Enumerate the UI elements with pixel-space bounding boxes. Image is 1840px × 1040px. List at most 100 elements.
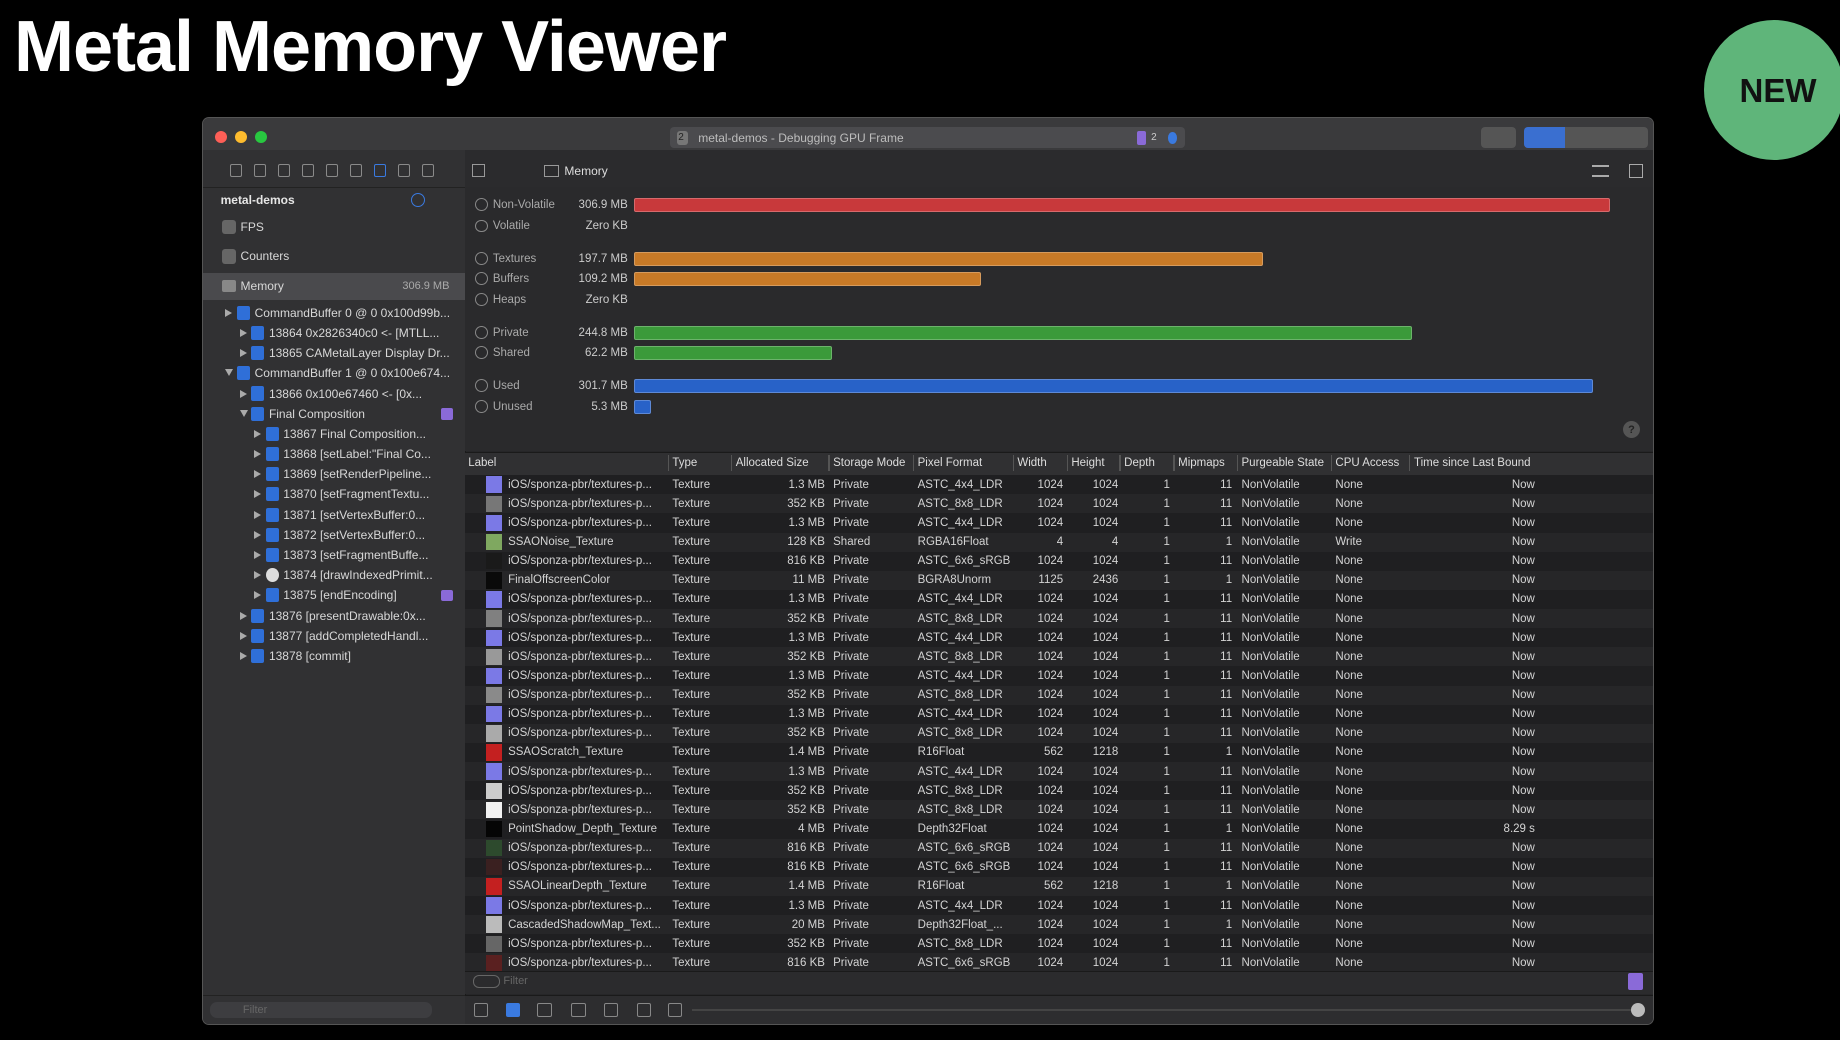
debug-button[interactable]: [637, 1002, 652, 1017]
tree-item[interactable]: 13868 [setLabel:"Final Co...: [283, 447, 431, 462]
table-row[interactable]: [464, 609, 1653, 629]
add-button[interactable]: [1480, 127, 1517, 149]
tree-item[interactable]: 13867 Final Composition...: [283, 426, 426, 441]
tree-item[interactable]: 13875 [endEncoding]: [283, 588, 397, 603]
table-row[interactable]: [464, 628, 1653, 648]
inspector-toggle[interactable]: [1628, 163, 1643, 178]
column-header[interactable]: Height: [1071, 457, 1105, 469]
table-cell: 11: [1220, 631, 1233, 644]
sidebar-item[interactable]: Counters: [240, 249, 290, 264]
column-header[interactable]: Depth: [1124, 457, 1155, 469]
table-row[interactable]: [464, 742, 1653, 763]
debug-button[interactable]: [505, 1002, 520, 1017]
tree-item[interactable]: 13873 [setFragmentBuffe...: [283, 548, 429, 562]
tree-item[interactable]: 13874 [drawIndexedPrimit...: [283, 568, 433, 583]
debug-button[interactable]: [474, 1002, 489, 1017]
table-row[interactable]: [464, 532, 1653, 552]
column-header[interactable]: Width: [1017, 457, 1047, 469]
column-header[interactable]: Type: [672, 457, 698, 469]
table-row[interactable]: [464, 570, 1653, 590]
navigator-icon[interactable]: [374, 163, 387, 177]
filter-icon[interactable]: [475, 198, 489, 212]
navigator-icon[interactable]: [302, 163, 314, 177]
column-header[interactable]: CPU Access: [1335, 457, 1400, 469]
table-row[interactable]: [464, 494, 1653, 514]
tree-item[interactable]: 13865 CAMetalLayer Display Dr...: [268, 346, 450, 361]
table-row[interactable]: [464, 475, 1653, 495]
tree-item[interactable]: 13870 [setFragmentTextu...: [283, 487, 430, 502]
navigator-icon[interactable]: [278, 163, 290, 177]
table-cell: Private: [833, 516, 869, 529]
window-button[interactable]: [234, 130, 247, 143]
navigator-icon[interactable]: [422, 163, 435, 177]
table-row[interactable]: [464, 876, 1653, 896]
window-button[interactable]: [214, 130, 227, 143]
filter-icon[interactable]: [475, 293, 489, 307]
table-row[interactable]: [464, 723, 1653, 743]
column-header[interactable]: Storage Mode: [833, 457, 906, 469]
table-row[interactable]: [464, 819, 1653, 839]
tree-item[interactable]: 13878 [commit]: [268, 648, 351, 663]
texture-thumbnail: [485, 859, 503, 876]
table-row[interactable]: [464, 934, 1653, 954]
tree-item[interactable]: 13871 [setVertexBuffer:0...: [283, 507, 426, 522]
tree-item[interactable]: 13876 [presentDrawable:0x...: [268, 608, 426, 623]
project-name[interactable]: metal-demos: [220, 193, 295, 208]
tree-item[interactable]: 13872 [setVertexBuffer:0...: [283, 527, 426, 542]
table-cell: Private: [833, 669, 869, 682]
navigator-icon[interactable]: [229, 163, 242, 177]
tree-item[interactable]: 13877 [addCompletedHandl...: [268, 628, 429, 643]
debug-button[interactable]: [571, 1002, 586, 1017]
tree-item[interactable]: 13866 0x100e67460 <- [0x...: [268, 386, 423, 401]
editor-options[interactable]: [1592, 164, 1609, 177]
table-row[interactable]: [464, 915, 1653, 935]
navigator-icon[interactable]: [398, 163, 411, 177]
table-row[interactable]: [464, 838, 1653, 858]
tree-item[interactable]: 13869 [setRenderPipeline...: [283, 467, 432, 482]
table-row[interactable]: [464, 589, 1653, 610]
table-row[interactable]: [464, 857, 1653, 877]
table-row[interactable]: [464, 704, 1653, 724]
table-row[interactable]: [464, 953, 1653, 973]
navigator-icon[interactable]: [254, 163, 266, 177]
column-header[interactable]: Purgeable State: [1241, 457, 1324, 469]
filter-icon[interactable]: [475, 252, 489, 266]
tree-item[interactable]: CommandBuffer 1 @ 0 0x100e674...: [254, 366, 451, 381]
table-row[interactable]: [464, 551, 1653, 571]
debug-button[interactable]: [667, 1002, 682, 1017]
column-header[interactable]: Label: [468, 457, 497, 469]
sidebar-item[interactable]: FPS: [240, 220, 264, 235]
table-row[interactable]: [464, 647, 1653, 667]
table-row[interactable]: [464, 781, 1653, 801]
debug-button[interactable]: [604, 1002, 619, 1017]
navigator-icon[interactable]: [326, 163, 338, 177]
memory-bar-value: 301.7 MB: [578, 379, 628, 392]
table-row[interactable]: [464, 666, 1653, 686]
table-row[interactable]: [464, 685, 1653, 705]
table-row[interactable]: [464, 895, 1653, 916]
column-header[interactable]: Allocated Size: [735, 457, 809, 469]
tree-item[interactable]: CommandBuffer 0 @ 0 0x100d99b...: [254, 305, 451, 320]
tree-item[interactable]: Final Composition: [268, 406, 365, 421]
memory-item[interactable]: Memory: [240, 278, 284, 293]
help-button[interactable]: [1622, 420, 1641, 439]
filter-icon[interactable]: [475, 326, 489, 340]
tree-item[interactable]: 13864 0x2826340c0 <- [MTLL...: [268, 325, 440, 340]
window-button[interactable]: [254, 130, 267, 143]
filter-icon[interactable]: [475, 400, 489, 414]
table-row[interactable]: [464, 762, 1653, 782]
debug-button[interactable]: [537, 1002, 552, 1017]
timeline-knob[interactable]: [1631, 1002, 1646, 1017]
filter-icon[interactable]: [475, 346, 489, 360]
filter-icon[interactable]: [475, 219, 489, 233]
table-row[interactable]: [464, 513, 1653, 533]
column-header[interactable]: Pixel Format: [917, 457, 983, 469]
table-row[interactable]: [464, 800, 1653, 820]
column-header[interactable]: Mipmaps: [1178, 457, 1225, 469]
panel-toggle-on[interactable]: [1524, 127, 1566, 149]
column-header[interactable]: Time since Last Bound: [1414, 457, 1531, 469]
filter-icon[interactable]: [475, 272, 489, 286]
filter-icon[interactable]: [475, 379, 489, 392]
navigator-icon[interactable]: [350, 163, 362, 177]
timeline-track: [692, 1008, 1639, 1011]
